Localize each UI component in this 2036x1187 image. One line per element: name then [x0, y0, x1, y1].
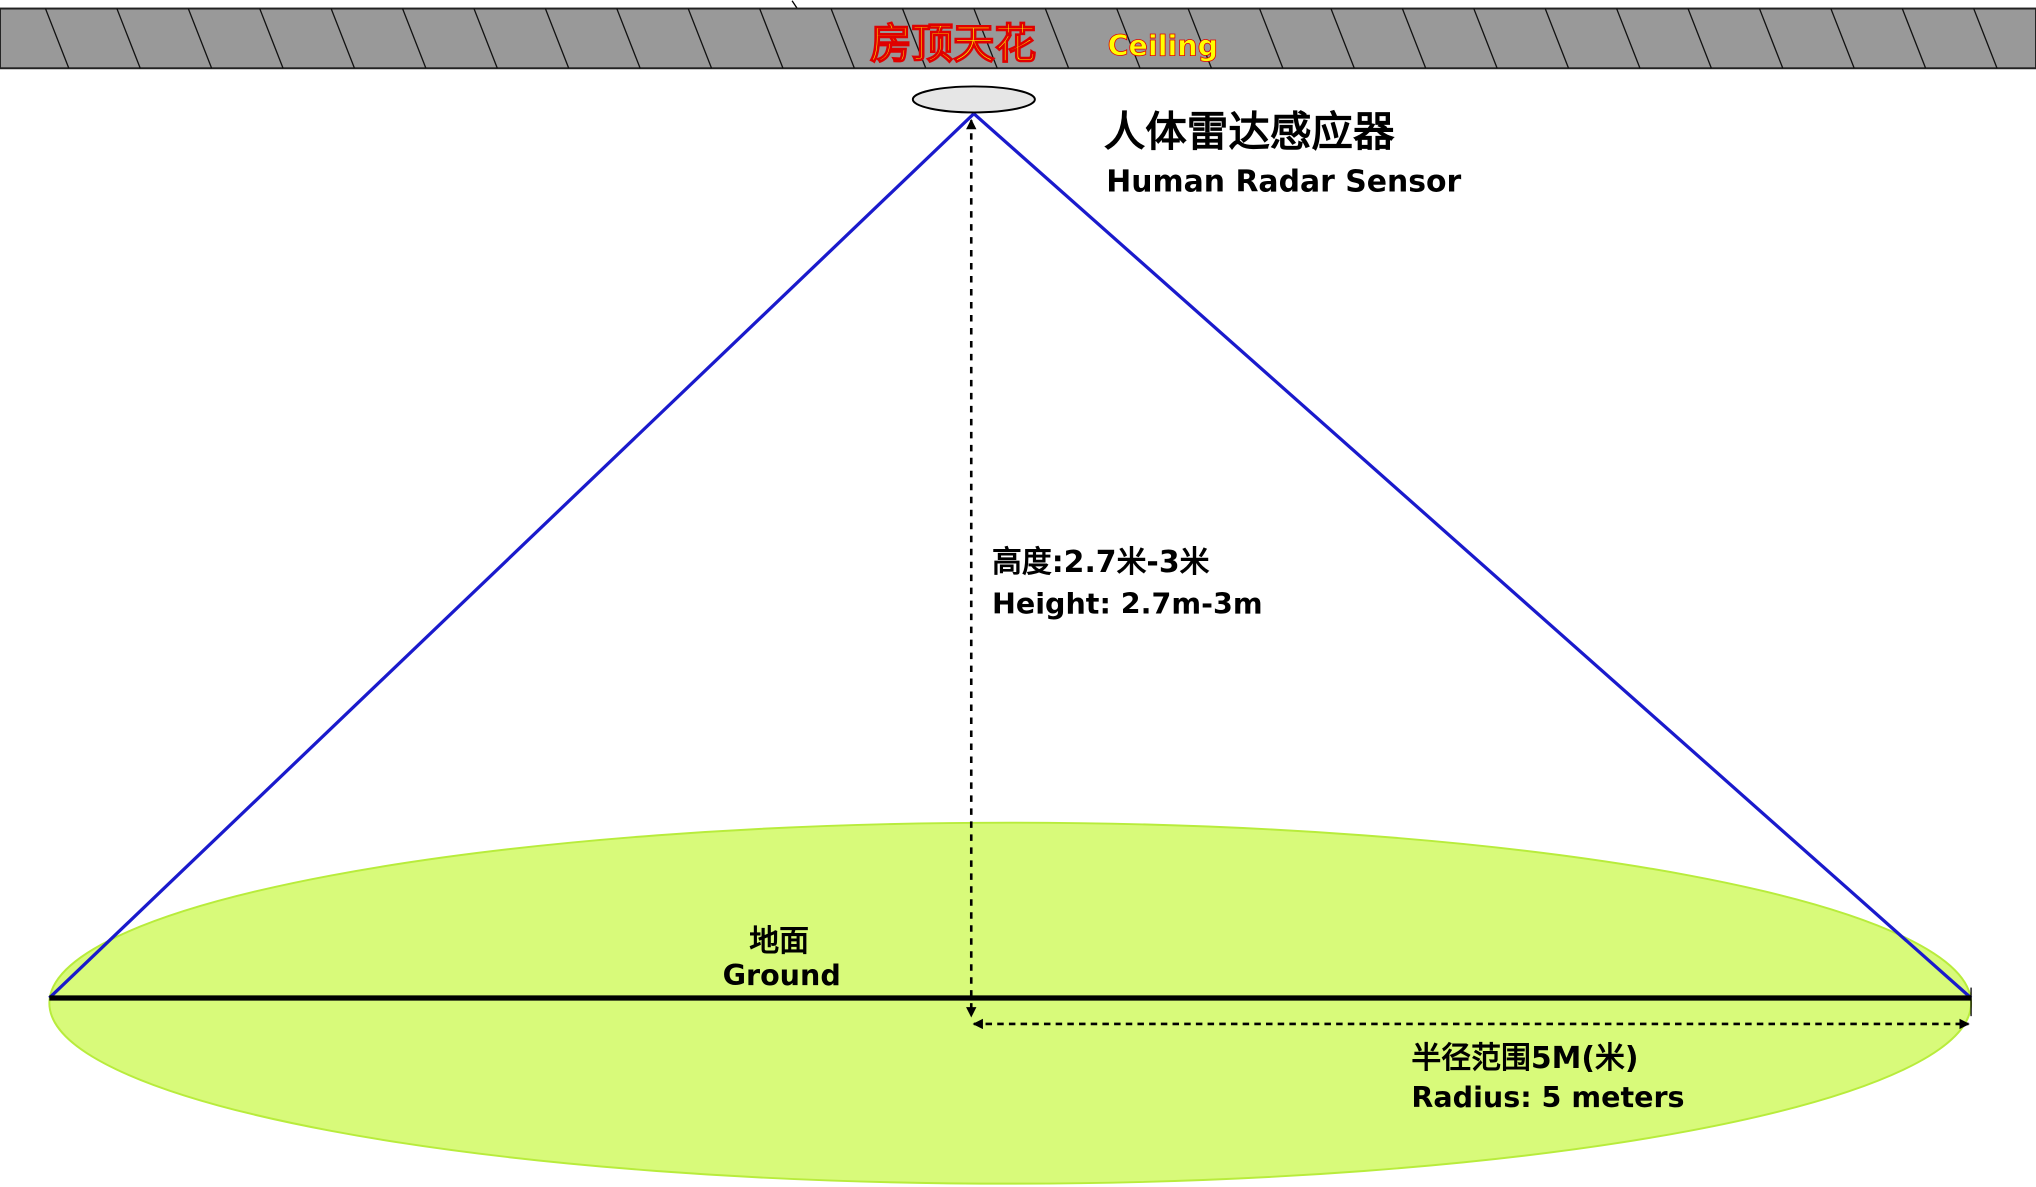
hatch-line	[1901, 8, 1927, 69]
hatch-line	[401, 8, 427, 69]
hatch-line	[1401, 8, 1427, 69]
hatch-line	[901, 8, 927, 69]
ground-label-cn: 地面	[749, 924, 809, 959]
hatch-line	[1258, 8, 1284, 69]
radar-sensor	[911, 85, 1036, 114]
hatch-line	[44, 8, 70, 69]
hatch-line	[1330, 8, 1355, 69]
ceiling-label-cn: 房顶天花	[870, 19, 1036, 68]
cone-right-line	[972, 112, 1973, 1000]
hatch-line	[330, 8, 356, 69]
hatch-line	[1615, 8, 1641, 69]
sensor-label-cn: 人体雷达感应器	[1104, 107, 1395, 156]
hatch-line	[116, 8, 141, 69]
cone-left-line	[48, 112, 975, 1000]
hatch-line	[1044, 8, 1070, 69]
hatch-line	[1687, 8, 1712, 69]
hatch-line	[1187, 8, 1213, 69]
ceiling-label-en: Ceiling	[1108, 28, 1218, 62]
hatch-line	[544, 8, 570, 69]
hatch-line	[1973, 8, 1998, 69]
height-label-cn: 高度:2.7米-3米	[992, 545, 1210, 580]
hatch-line	[758, 8, 784, 69]
ground-label-en: Ground	[723, 958, 841, 992]
hatch-line	[973, 8, 998, 69]
hatch-line	[1544, 8, 1570, 69]
ceiling-hatch	[44, 8, 1998, 69]
hatch-line	[259, 8, 284, 69]
hatch-line	[1473, 8, 1498, 69]
ceiling: 房顶天花 Ceiling	[0, 0, 2036, 70]
hatch-line	[473, 8, 498, 69]
height-label-en: Height: 2.7m-3m	[992, 587, 1263, 621]
detection-area	[48, 821, 1973, 1185]
hatch-line	[1116, 8, 1141, 69]
hatch-line	[1830, 8, 1855, 69]
hatch-line	[1758, 8, 1784, 69]
hatch-line	[616, 8, 641, 69]
sensor-label-en: Human Radar Sensor	[1106, 165, 1461, 200]
hatch-line	[830, 8, 855, 69]
hatch-line	[187, 8, 213, 69]
radius-label-en: Radius: 5 meters	[1411, 1080, 1684, 1114]
hatch-line	[687, 8, 713, 69]
radius-label-cn: 半径范围5M(米)	[1411, 1041, 1638, 1076]
